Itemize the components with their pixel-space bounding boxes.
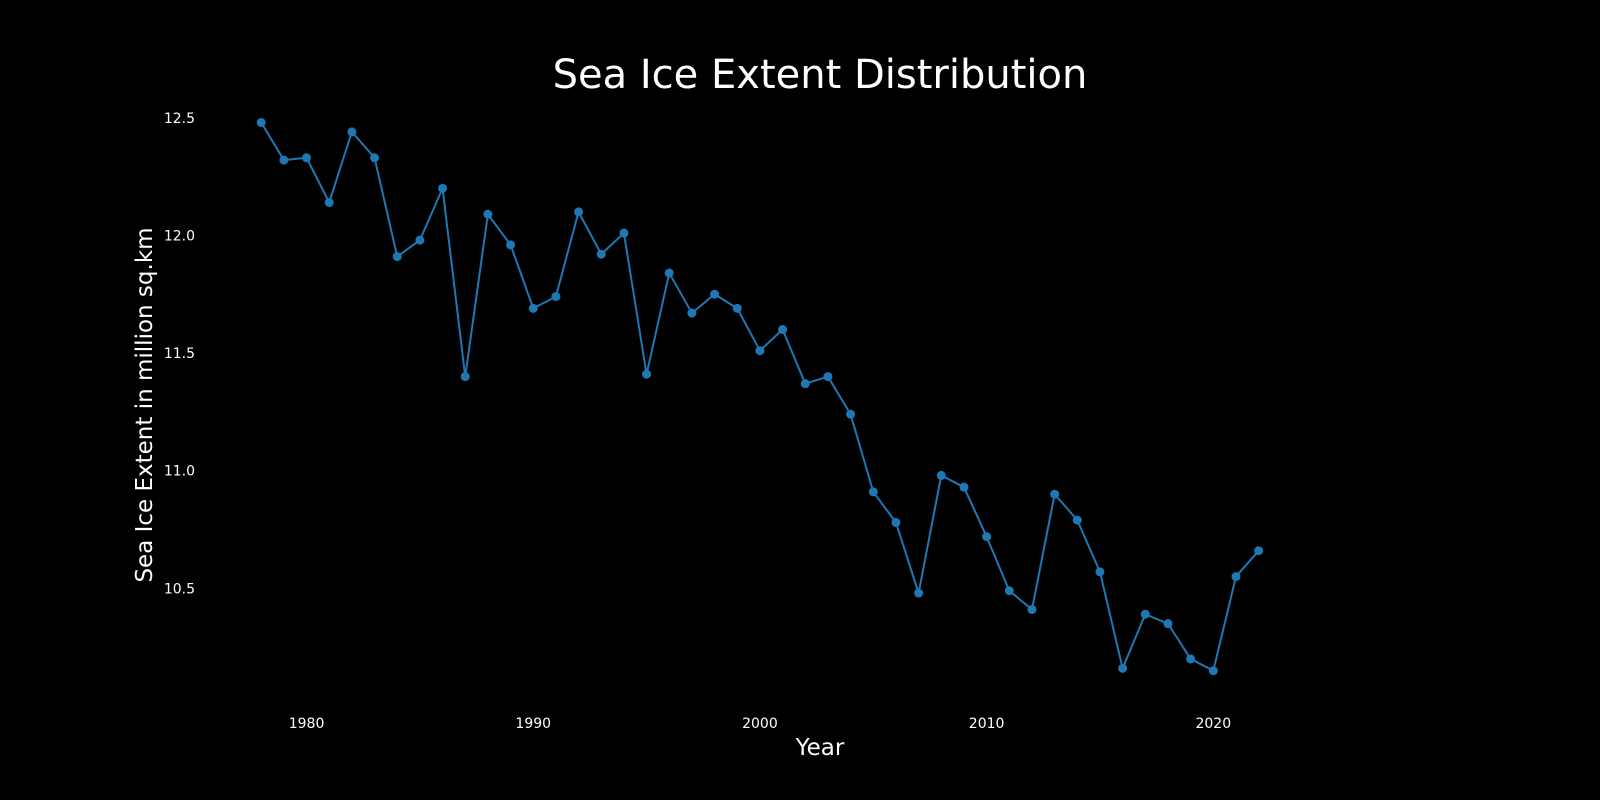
data-point <box>936 470 946 480</box>
data-point <box>347 127 357 137</box>
x-tick-labels: 1980 1990 2000 2010 2020 <box>289 716 1231 732</box>
data-point <box>1254 546 1264 556</box>
data-point <box>823 372 833 382</box>
data-point <box>1140 609 1150 619</box>
x-tick-label: 1990 <box>515 716 551 732</box>
x-tick-label: 2020 <box>1195 716 1231 732</box>
data-point <box>1186 654 1196 664</box>
data-point <box>1004 586 1014 596</box>
data-point <box>619 228 629 238</box>
data-point <box>1118 663 1128 673</box>
data-point <box>596 249 606 259</box>
data-point <box>732 303 742 313</box>
data-point <box>710 289 720 299</box>
data-point <box>982 532 992 542</box>
data-point <box>778 325 788 335</box>
data-point <box>687 308 697 318</box>
data-point <box>256 117 266 127</box>
data-point <box>506 240 516 250</box>
x-tick-label: 2000 <box>742 716 778 732</box>
data-point <box>392 252 402 262</box>
y-tick-label: 10.5 <box>164 581 195 597</box>
y-tick-labels: 10.5 11.0 11.5 12.0 12.5 <box>164 111 195 598</box>
data-point <box>460 372 470 382</box>
data-point <box>415 235 425 245</box>
chart-title: Sea Ice Extent Distribution <box>553 52 1088 98</box>
y-tick-label: 12.5 <box>164 111 195 127</box>
data-point <box>370 153 380 163</box>
data-point <box>1163 619 1173 629</box>
data-point <box>438 183 448 193</box>
data-point <box>755 346 765 356</box>
data-point <box>324 197 334 207</box>
x-axis-label: Year <box>795 735 845 761</box>
x-tick-label: 2010 <box>969 716 1005 732</box>
data-point <box>1095 567 1105 577</box>
series-line <box>260 121 1260 672</box>
data-point <box>846 409 856 419</box>
x-tick-label: 1980 <box>289 716 325 732</box>
data-point <box>959 482 969 492</box>
data-point <box>528 303 538 313</box>
data-point <box>891 517 901 527</box>
plot-area <box>256 117 1264 676</box>
data-point <box>483 209 493 219</box>
data-point <box>1231 572 1241 582</box>
data-point <box>279 155 289 165</box>
data-point <box>551 292 561 302</box>
data-point <box>868 487 878 497</box>
data-point <box>664 268 674 278</box>
data-point <box>642 369 652 379</box>
data-point <box>1208 666 1218 676</box>
data-point <box>1027 605 1037 615</box>
data-point <box>800 379 810 389</box>
y-tick-label: 12.0 <box>164 228 195 244</box>
y-axis-label: Sea Ice Extent in million sq.km <box>132 227 158 582</box>
data-point <box>1050 489 1060 499</box>
data-point <box>574 207 584 217</box>
y-tick-label: 11.5 <box>164 346 195 362</box>
y-tick-label: 11.0 <box>164 464 195 480</box>
data-point <box>914 588 924 598</box>
data-point <box>1072 515 1082 525</box>
data-point <box>302 153 312 163</box>
